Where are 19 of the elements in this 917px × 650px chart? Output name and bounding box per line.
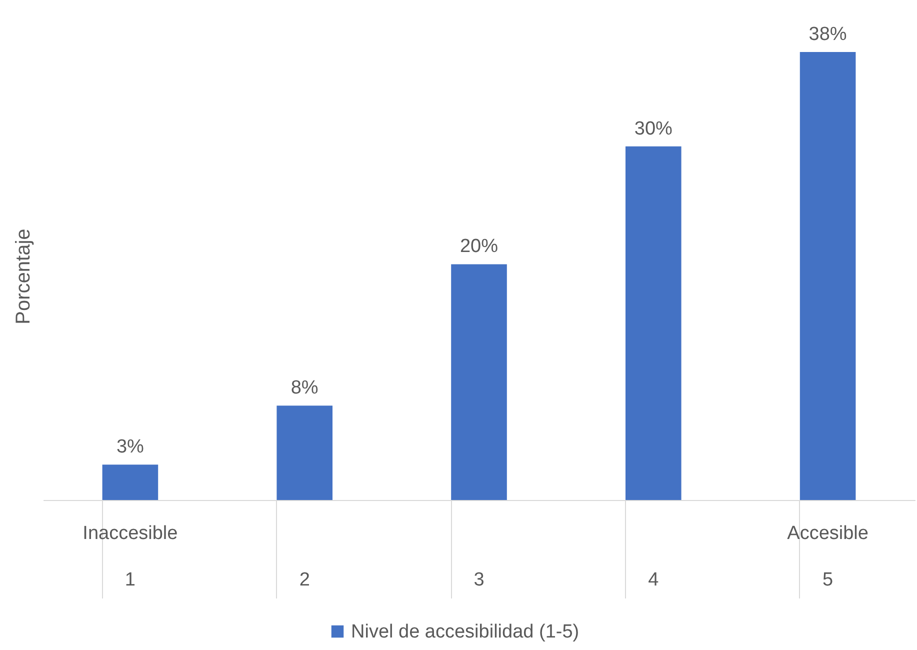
bar bbox=[451, 264, 507, 500]
text: Inaccesible bbox=[82, 523, 178, 544]
x-tick-label: 4 bbox=[648, 570, 660, 590]
legend-label: Nivel de accesibilidad (1-5) bbox=[351, 622, 580, 642]
data-label: 38% bbox=[808, 24, 847, 45]
bar bbox=[800, 52, 856, 500]
data-label: 8% bbox=[290, 378, 318, 399]
x-tick-label: 3 bbox=[474, 570, 484, 590]
y-axis-title: Porcentaje bbox=[12, 228, 34, 324]
data-label: 20% bbox=[460, 236, 498, 258]
bar bbox=[276, 406, 333, 500]
bar bbox=[625, 146, 682, 500]
bar bbox=[102, 464, 158, 500]
x-tick-label: 1 bbox=[124, 570, 136, 590]
x-tick-label: 5 bbox=[822, 570, 834, 590]
data-label: 30% bbox=[634, 118, 673, 140]
data-label: 3% bbox=[116, 436, 144, 458]
text: Accesible bbox=[787, 523, 868, 544]
x-tick-label: 2 bbox=[299, 570, 310, 590]
